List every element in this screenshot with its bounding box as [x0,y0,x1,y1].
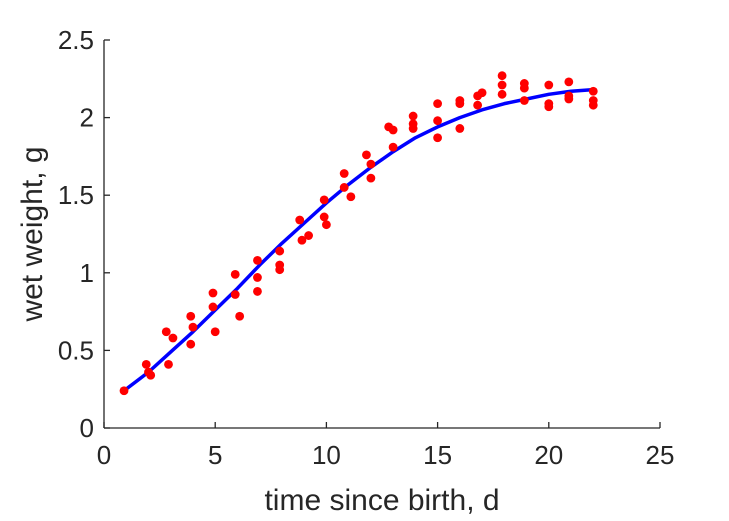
data-point [146,370,156,380]
x-axis-label: time since birth, d [264,484,499,517]
data-point [408,111,418,121]
x-tick-label: 25 [646,440,675,470]
data-point [208,288,218,298]
data-point [161,327,171,337]
data-point [366,159,376,169]
data-point [564,94,574,104]
x-tick-label: 15 [423,440,452,470]
data-point [346,192,356,202]
marks-layer [119,71,598,396]
axes-layer: 0 5 10 15 20 25 0 0.5 1 1.5 2 2.5 [58,25,675,470]
data-point [544,102,554,112]
data-point [588,86,598,96]
data-point [544,80,554,90]
data-point [408,124,418,133]
data-point [388,125,398,135]
data-point [497,71,507,81]
x-tick-label: 0 [97,440,111,470]
data-point [588,100,598,110]
data-point [253,255,262,265]
data-point [188,322,198,332]
data-point [519,96,529,105]
data-point [433,99,442,109]
data-point [253,287,262,296]
data-point [304,231,314,240]
data-point [295,215,305,225]
data-point [164,359,173,369]
data-point [319,212,329,222]
data-point [433,116,442,126]
data-point [455,124,465,133]
y-axis-label: wet weight, g [16,146,49,322]
data-point [433,133,442,143]
data-point [477,88,487,98]
data-point [230,269,240,279]
data-point [339,183,349,192]
data-point [230,290,240,299]
x-tick-label: 10 [312,440,341,470]
y-tick-label: 2 [80,103,94,133]
data-point [497,89,507,99]
data-point [322,220,331,230]
data-point [362,150,371,160]
data-point [366,173,376,183]
data-point [141,359,151,369]
data-point [455,99,465,109]
data-point [235,311,245,321]
y-tick-label: 1.5 [58,180,94,210]
y-tick-label: 1 [80,258,94,288]
y-tick-label: 0 [80,413,94,443]
data-point [497,80,507,90]
data-point [186,311,196,321]
y-tick-label: 2.5 [58,25,94,55]
data-point [519,83,529,93]
data-point [473,100,483,110]
data-point [297,235,307,245]
data-point [119,386,129,396]
data-point [275,265,285,275]
data-point [210,327,220,337]
data-point [319,195,329,205]
x-tick-label: 20 [534,440,563,470]
fit-curve-line [122,87,596,393]
data-point [186,339,196,349]
data-point [388,142,398,152]
data-point [168,333,178,343]
data-point [253,273,262,282]
y-tick-label: 0.5 [58,335,94,365]
x-tick-label: 5 [208,440,222,470]
data-point [275,246,285,256]
data-point [339,169,349,178]
data-point [208,302,218,312]
data-point [564,77,574,87]
